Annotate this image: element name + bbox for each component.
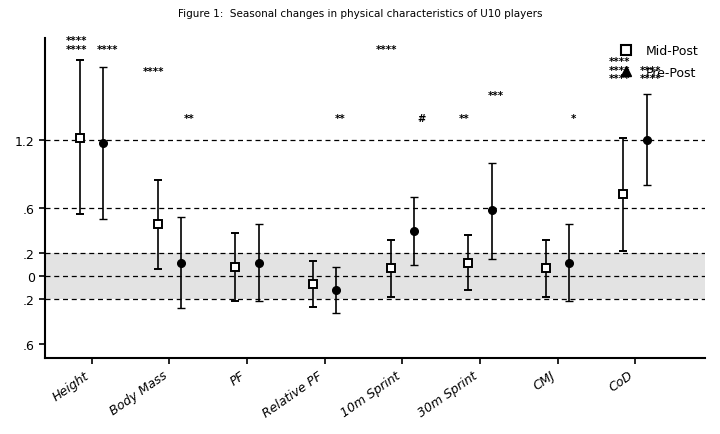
Text: ****: **** xyxy=(96,44,118,54)
Text: **: ** xyxy=(184,114,194,124)
Text: ****
****: **** **** xyxy=(640,66,662,84)
Text: ****: **** xyxy=(376,44,397,54)
Text: ****
****: **** **** xyxy=(66,36,87,54)
Text: ***: *** xyxy=(487,91,503,101)
Legend: Mid-Post, Pre-Post: Mid-Post, Pre-Post xyxy=(613,45,698,79)
Text: *: * xyxy=(570,114,576,124)
Text: ****: **** xyxy=(143,67,165,77)
Text: #: # xyxy=(418,114,426,124)
Text: ****
****
****: **** **** **** xyxy=(609,57,630,84)
Text: **: ** xyxy=(335,114,346,124)
Bar xyxy=(45,254,705,299)
Text: Figure 1:  Seasonal changes in physical characteristics of U10 players: Figure 1: Seasonal changes in physical c… xyxy=(178,9,542,19)
Text: **: ** xyxy=(459,114,469,124)
